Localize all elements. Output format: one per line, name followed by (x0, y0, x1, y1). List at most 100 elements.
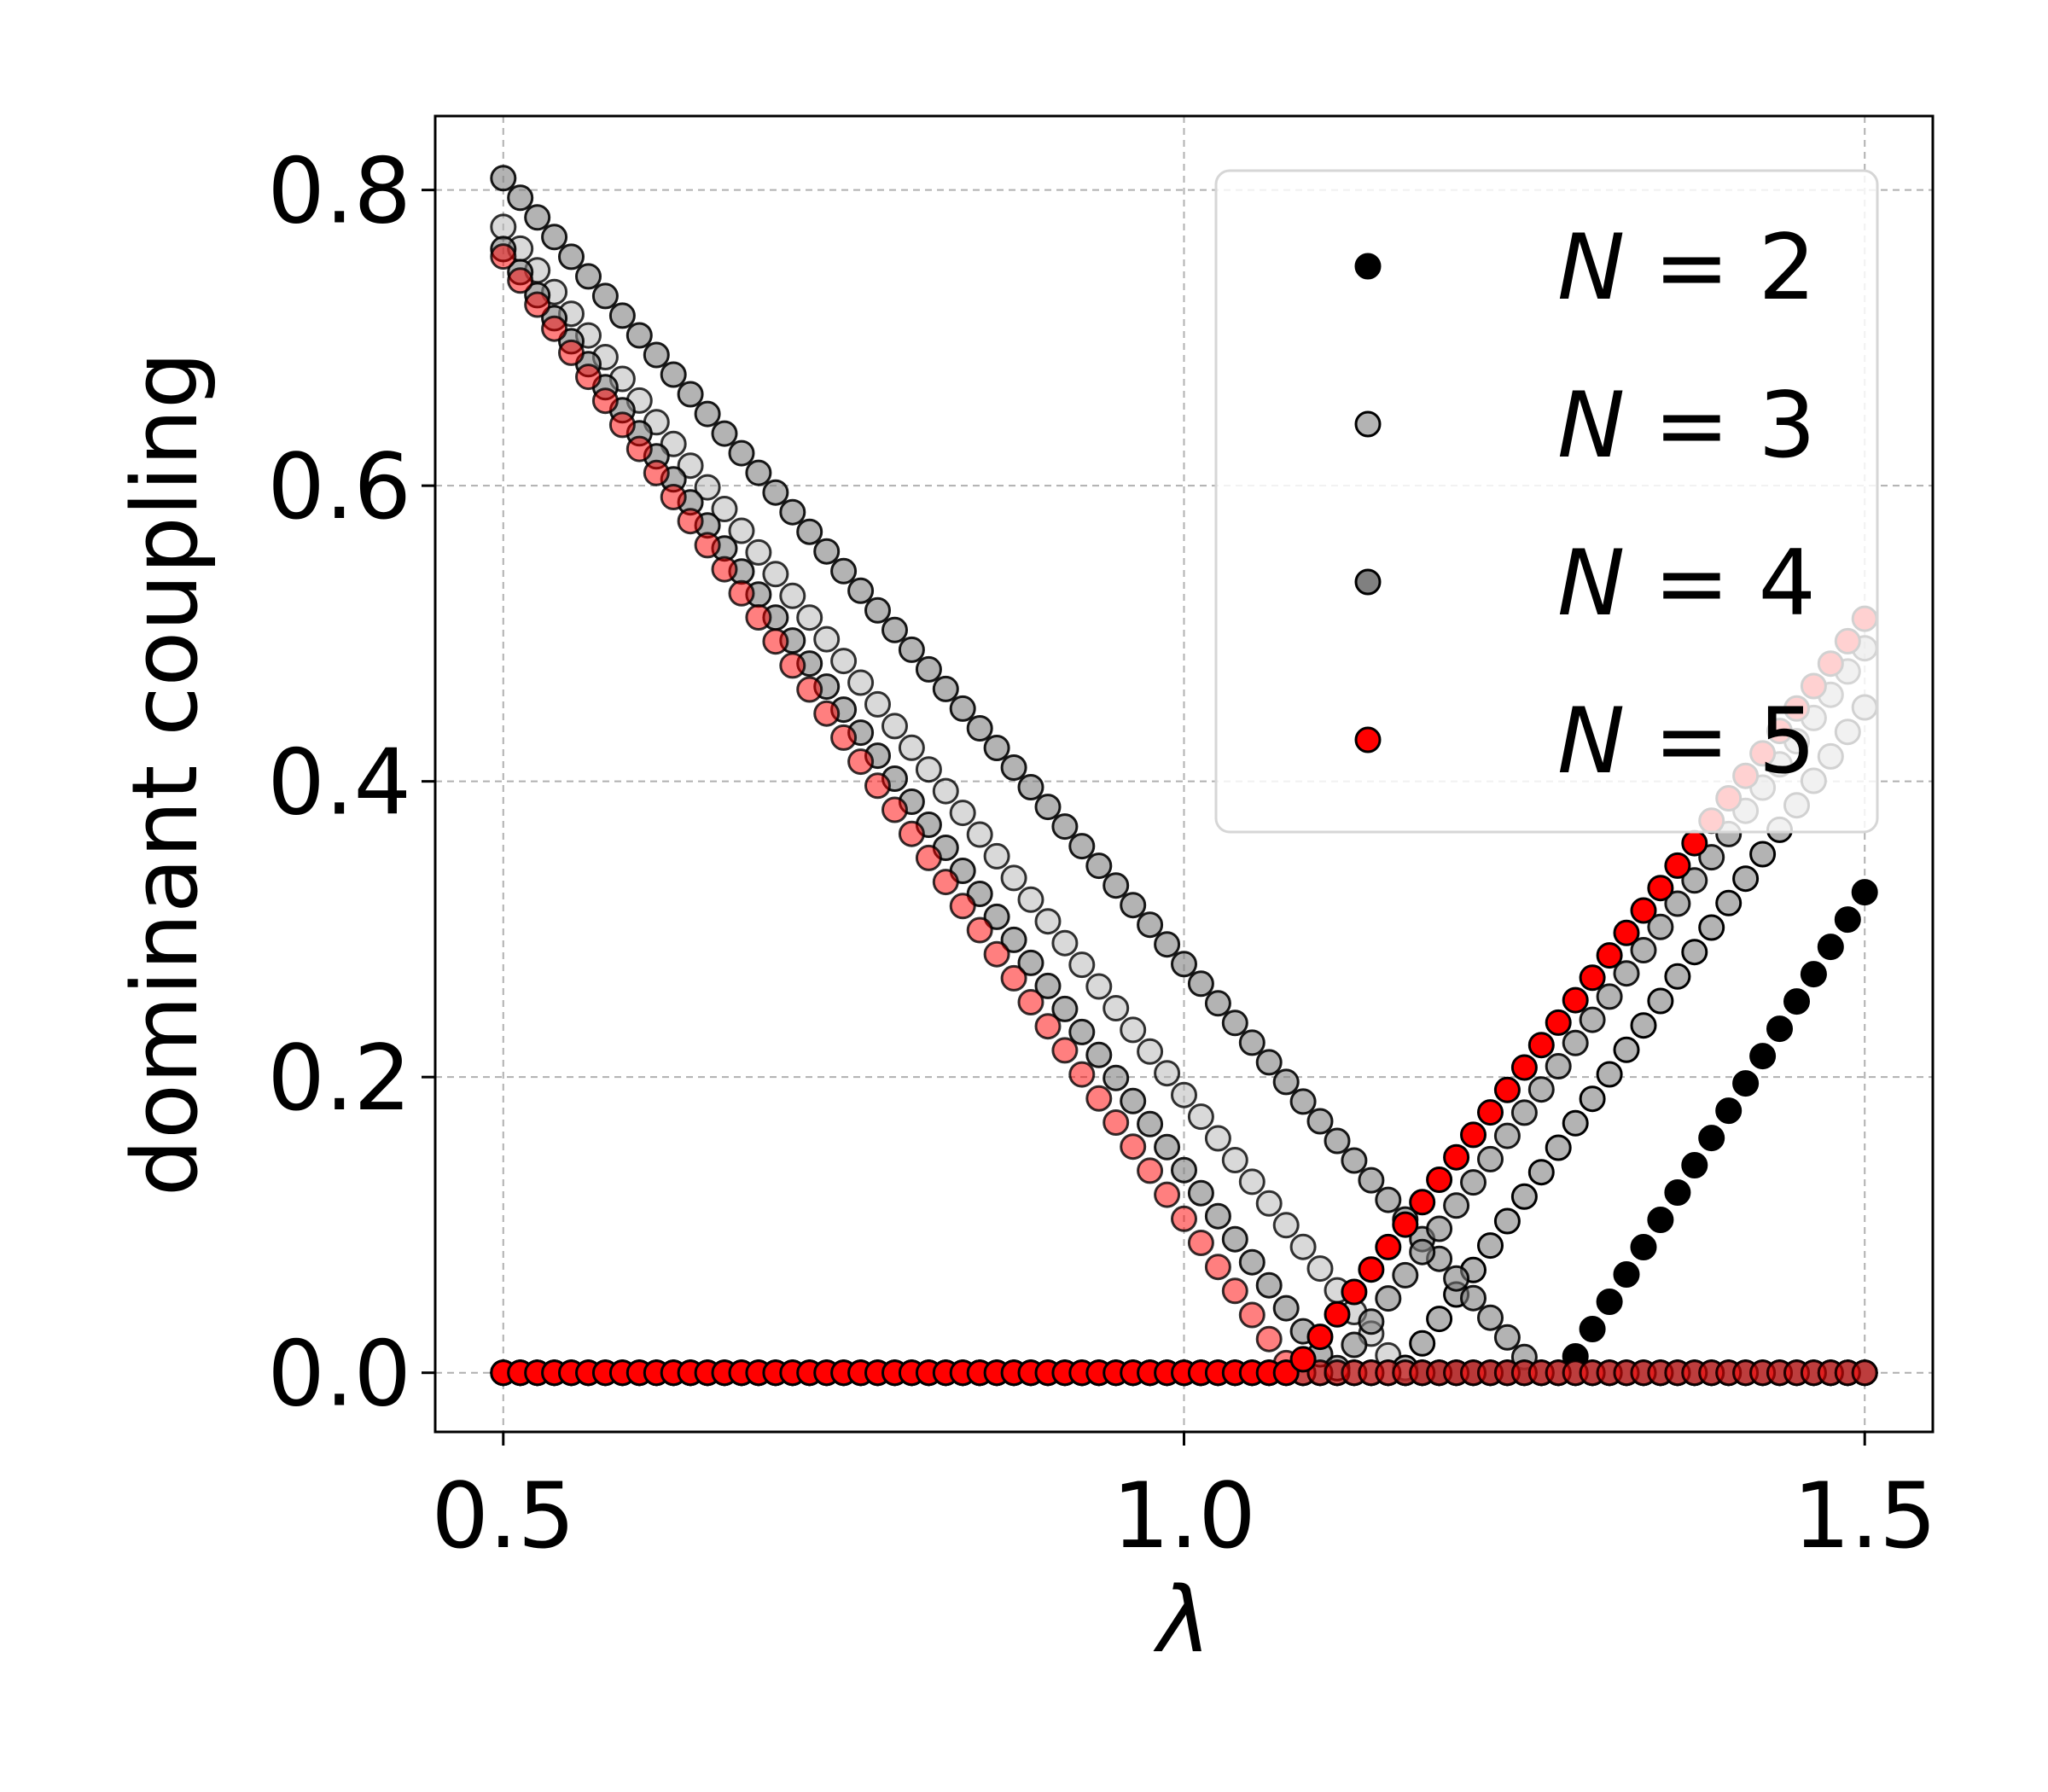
data-point (864, 690, 891, 718)
data-point (1255, 1271, 1283, 1299)
y-tick-label: 0.6 (267, 434, 411, 539)
data-point (1510, 1183, 1538, 1210)
data-point (1272, 1068, 1300, 1096)
data-point (1085, 1085, 1113, 1112)
data-point (1630, 1234, 1657, 1260)
data-point (1851, 1359, 1878, 1387)
legend-label: N = 5 (1557, 689, 1816, 794)
data-point (1103, 872, 1130, 899)
data-point (1103, 1064, 1130, 1091)
data-point (864, 772, 891, 800)
data-point (898, 820, 925, 847)
data-point (830, 724, 858, 751)
data-point (1154, 1133, 1181, 1161)
data-point (728, 439, 755, 467)
data-point (1579, 964, 1606, 992)
data-point (1137, 911, 1164, 939)
data-point (1681, 829, 1708, 857)
data-point (745, 459, 772, 486)
data-point (1187, 1103, 1214, 1131)
data-point (1051, 813, 1079, 841)
data-point (1527, 1032, 1555, 1059)
legend-symbol: N (1557, 689, 1625, 794)
data-point (1221, 1009, 1248, 1037)
data-point (1255, 1049, 1283, 1076)
data-point (1171, 951, 1197, 978)
data-point (575, 364, 602, 391)
data-point (1477, 1232, 1504, 1260)
data-point (1017, 989, 1044, 1015)
data-point (1187, 1230, 1214, 1256)
data-point (1409, 1189, 1436, 1216)
data-point (1392, 1211, 1419, 1238)
data-point (1171, 1205, 1197, 1232)
data-point (1596, 1289, 1623, 1315)
data-point (1596, 983, 1623, 1010)
data-point (881, 796, 908, 823)
data-point (1255, 1190, 1283, 1217)
data-point (677, 508, 704, 535)
data-point (1221, 1147, 1248, 1173)
legend-box (1214, 169, 1879, 834)
data-point (677, 381, 704, 408)
data-point (1289, 1088, 1317, 1115)
data-point (1630, 897, 1657, 924)
data-point (1443, 1143, 1470, 1171)
data-point (541, 315, 568, 342)
y-tick-label: 0.2 (267, 1026, 411, 1131)
data-point (932, 777, 959, 805)
data-point (949, 800, 976, 827)
x-tick-label: 1.0 (1112, 1463, 1256, 1568)
data-point (1120, 1016, 1147, 1044)
data-point (1443, 1265, 1470, 1292)
legend-value: = 5 (1625, 689, 1816, 794)
data-point (660, 484, 687, 510)
data-point (966, 916, 993, 944)
data-point (1238, 1248, 1265, 1276)
data-point (1187, 970, 1214, 998)
data-point (898, 636, 925, 663)
data-point (1460, 1284, 1487, 1312)
data-point (1409, 1329, 1436, 1357)
data-point (643, 341, 670, 369)
data-point (1154, 1181, 1181, 1208)
data-point (1358, 1308, 1385, 1335)
data-point (1341, 1331, 1368, 1359)
data-point (1204, 1254, 1231, 1281)
data-point (1545, 1009, 1572, 1036)
data-point (1426, 1306, 1453, 1333)
data-point (1477, 1099, 1504, 1126)
data-point (728, 579, 755, 607)
data-point (966, 715, 993, 742)
data-point (490, 165, 517, 192)
data-point (1749, 1043, 1777, 1070)
data-point (1681, 1152, 1708, 1178)
data-point (1579, 1316, 1606, 1342)
y-tick-label: 0.0 (267, 1322, 411, 1427)
data-point (1120, 1087, 1147, 1114)
data-point (507, 184, 534, 212)
data-point (643, 459, 670, 486)
data-point (1034, 794, 1062, 821)
data-point (1493, 1076, 1521, 1103)
y-tick-label: 0.4 (267, 730, 411, 835)
data-point (1460, 1169, 1487, 1196)
data-point (1681, 939, 1708, 966)
data-point (575, 263, 602, 290)
data-point (1085, 973, 1113, 1000)
data-point (1562, 1109, 1589, 1137)
data-point (1154, 1060, 1181, 1087)
data-point (1527, 1076, 1555, 1103)
legend-symbol: N (1557, 215, 1625, 320)
data-point (1238, 1301, 1265, 1329)
data-point (1204, 1202, 1231, 1230)
data-point (1613, 960, 1640, 987)
data-point (949, 893, 976, 920)
data-point (1221, 1225, 1248, 1253)
legend-value: = 4 (1625, 531, 1816, 636)
data-point (983, 735, 1010, 761)
data-point (1409, 1238, 1436, 1265)
data-point (558, 243, 585, 271)
data-point (1358, 1167, 1385, 1194)
data-point (1171, 1156, 1197, 1184)
